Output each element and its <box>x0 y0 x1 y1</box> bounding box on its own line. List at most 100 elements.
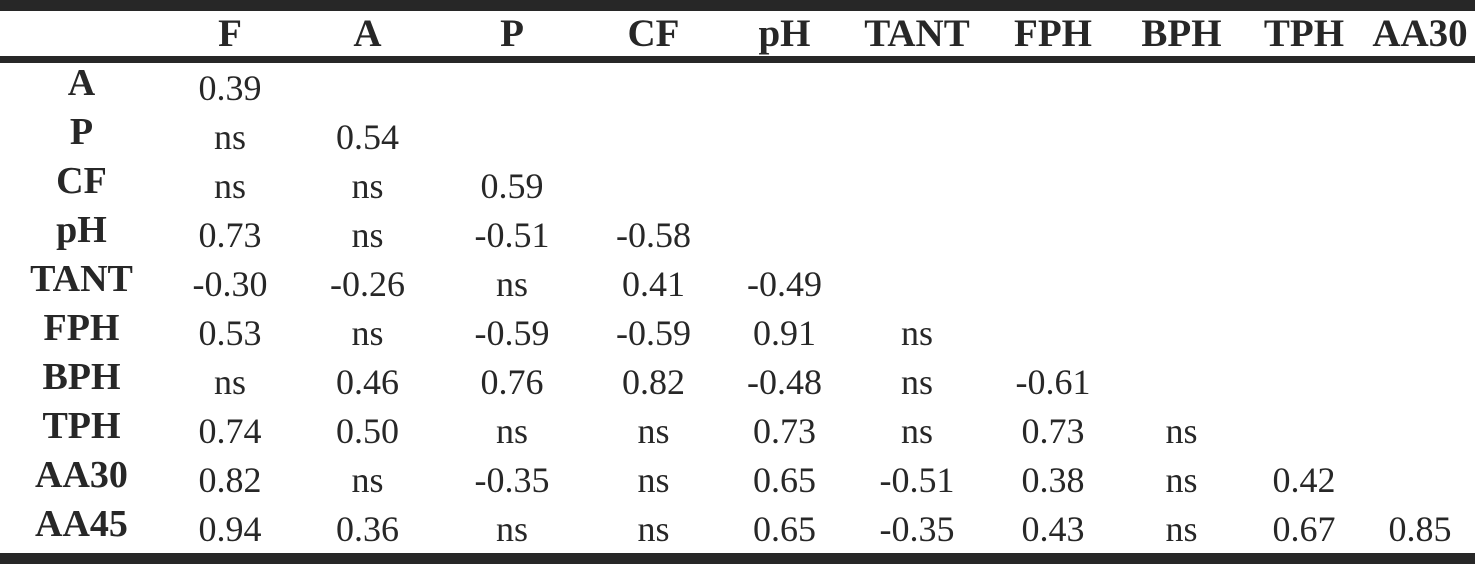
empty-cell <box>1120 357 1243 406</box>
correlation-cell: ns <box>637 508 670 549</box>
empty-cell <box>721 161 848 210</box>
correlation-cell: -0.26 <box>330 263 405 304</box>
header-row: F A P CF pH TANT FPH BPH TPH AA30 <box>0 6 1475 60</box>
correlation-cell: ns <box>900 410 933 451</box>
table-header: F A P CF pH TANT FPH BPH TPH AA30 <box>0 6 1475 60</box>
row-header-tph: TPH <box>0 406 163 455</box>
empty-cell <box>1365 308 1475 357</box>
correlation-cell: 0.39 <box>198 67 262 108</box>
empty-cell <box>1365 161 1475 210</box>
corner-cell <box>0 6 163 60</box>
row-header-aa45: AA45 <box>0 504 163 559</box>
table-row-aa45: AA45 0.94 0.36 ns ns 0.65 -0.35 0.43 ns 0.67 0.85 <box>0 504 1475 559</box>
empty-cell <box>986 210 1120 259</box>
correlation-cell: 0.82 <box>622 361 685 402</box>
empty-cell <box>848 210 986 259</box>
row-header-label: pH <box>56 210 107 251</box>
correlation-cell: -0.35 <box>879 508 955 549</box>
empty-cell <box>1120 60 1243 113</box>
empty-cell <box>1243 60 1365 113</box>
empty-cell <box>1243 161 1365 210</box>
correlation-cell: ns <box>1165 410 1198 451</box>
empty-cell <box>986 60 1120 113</box>
correlation-cell: ns <box>213 116 246 157</box>
empty-cell <box>586 161 721 210</box>
empty-cell <box>848 161 986 210</box>
correlation-cell: -0.51 <box>474 214 550 255</box>
empty-cell <box>986 112 1120 161</box>
row-header-label: TANT <box>30 259 133 300</box>
empty-cell <box>438 112 586 161</box>
table-row-bph: BPH ns 0.46 0.76 0.82 -0.48 ns -0.61 <box>0 357 1475 406</box>
empty-cell <box>1243 406 1365 455</box>
row-header-aa30: AA30 <box>0 455 163 504</box>
table-row-a: A 0.39 <box>0 60 1475 113</box>
correlation-cell: -0.59 <box>616 312 691 353</box>
column-header-f: F <box>218 12 242 55</box>
empty-cell <box>721 60 848 113</box>
empty-cell <box>986 161 1120 210</box>
correlation-cell: ns <box>213 361 246 402</box>
correlation-cell: ns <box>637 410 670 451</box>
table-row-ph: pH 0.73 ns -0.51 -0.58 <box>0 210 1475 259</box>
correlation-cell: ns <box>351 459 384 500</box>
correlation-cell: 0.73 <box>1021 410 1085 451</box>
correlation-cell: 0.59 <box>480 165 544 206</box>
table-row-fph: FPH 0.53 ns -0.59 -0.59 0.91 ns <box>0 308 1475 357</box>
correlation-cell: 0.38 <box>1021 459 1085 500</box>
correlation-cell: -0.51 <box>879 459 955 500</box>
column-header-bph: BPH <box>1141 12 1222 55</box>
empty-cell <box>586 60 721 113</box>
correlation-cell: ns <box>495 410 528 451</box>
empty-cell <box>1243 308 1365 357</box>
empty-cell <box>1365 259 1475 308</box>
empty-cell <box>986 308 1120 357</box>
row-header-cf: CF <box>0 161 163 210</box>
correlation-cell: -0.61 <box>1015 361 1091 402</box>
correlation-cell: 0.50 <box>336 410 399 451</box>
empty-cell <box>1120 161 1243 210</box>
correlation-cell: 0.43 <box>1021 508 1085 549</box>
table-row-tph: TPH 0.74 0.50 ns ns 0.73 ns 0.73 ns <box>0 406 1475 455</box>
row-header-bph: BPH <box>0 357 163 406</box>
correlation-cell: 0.73 <box>198 214 262 255</box>
empty-cell <box>1120 308 1243 357</box>
empty-cell <box>1243 112 1365 161</box>
empty-cell <box>586 112 721 161</box>
correlation-cell: 0.46 <box>336 361 399 402</box>
correlation-cell: ns <box>351 214 384 255</box>
correlation-cell: -0.49 <box>747 263 822 304</box>
correlation-cell: 0.67 <box>1272 508 1336 549</box>
correlation-cell: -0.35 <box>474 459 550 500</box>
correlation-cell: 0.76 <box>480 361 544 402</box>
correlation-cell: 0.53 <box>198 312 262 353</box>
column-header-fph: FPH <box>1014 12 1092 55</box>
table-row-aa30: AA30 0.82 ns -0.35 ns 0.65 -0.51 0.38 ns 0.42 <box>0 455 1475 504</box>
row-header-p: P <box>0 112 163 161</box>
row-header-label: BPH <box>42 357 121 398</box>
correlation-cell: -0.58 <box>616 214 691 255</box>
correlation-cell: 0.85 <box>1388 508 1452 549</box>
empty-cell <box>1365 357 1475 406</box>
column-header-aa30: AA30 <box>1372 12 1468 55</box>
table-row-cf: CF ns ns 0.59 <box>0 161 1475 210</box>
empty-cell <box>721 112 848 161</box>
table-row-tant: TANT -0.30 -0.26 ns 0.41 -0.49 <box>0 259 1475 308</box>
row-header-label: A <box>67 61 96 104</box>
empty-cell <box>721 210 848 259</box>
correlation-cell: 0.73 <box>753 410 816 451</box>
empty-cell <box>986 259 1120 308</box>
correlation-cell: ns <box>1165 508 1198 549</box>
correlation-cell: 0.94 <box>198 508 262 549</box>
correlation-cell: 0.36 <box>336 508 399 549</box>
correlation-cell: 0.65 <box>753 508 816 549</box>
correlation-cell: ns <box>900 312 933 353</box>
column-header-ph: pH <box>758 12 811 55</box>
empty-cell <box>848 112 986 161</box>
correlation-cell: 0.74 <box>198 410 262 451</box>
row-header-label: CF <box>56 161 107 202</box>
empty-cell <box>848 60 986 113</box>
empty-cell <box>438 60 586 113</box>
